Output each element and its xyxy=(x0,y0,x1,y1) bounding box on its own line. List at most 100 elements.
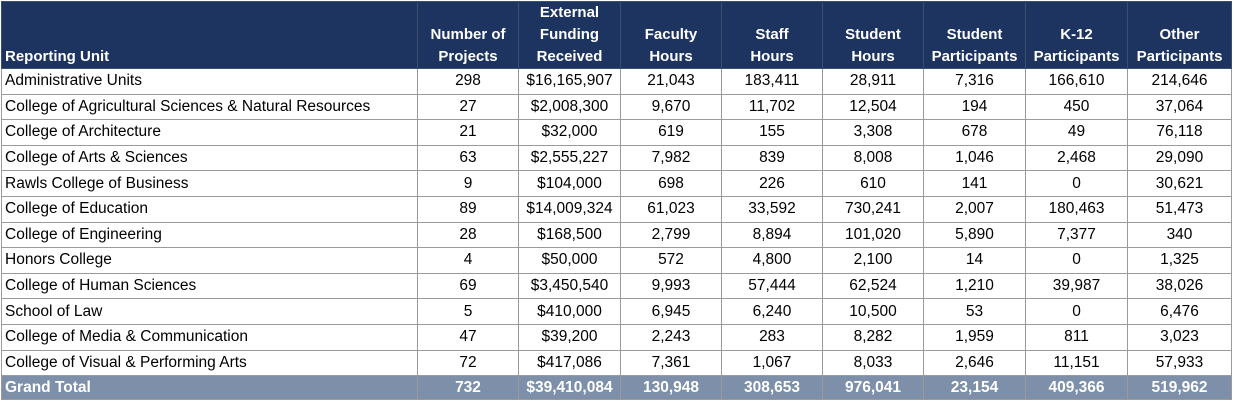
cell-projects: 4 xyxy=(417,247,519,274)
table-row: College of Media & Communication 47 $39,… xyxy=(1,323,1232,351)
cell-projects: 63 xyxy=(417,144,519,172)
cell-student-participants: 1,210 xyxy=(923,272,1026,300)
cell-faculty-hours: 21,043 xyxy=(620,68,722,95)
cell-other-participants: 51,473 xyxy=(1127,195,1232,223)
cell-faculty-hours: 2,243 xyxy=(620,323,722,351)
cell-student-hours: 28,911 xyxy=(822,68,924,95)
cell-reporting-unit: Honors College xyxy=(1,247,418,274)
cell-other-participants: 214,646 xyxy=(1127,68,1232,95)
cell-reporting-unit: College of Arts & Sciences xyxy=(1,144,418,172)
cell-k12-participants: 0 xyxy=(1025,247,1128,274)
cell-reporting-unit: Administrative Units xyxy=(1,68,418,95)
cell-funding: $2,008,300 xyxy=(518,93,621,121)
cell-student-hours: 2,100 xyxy=(822,247,924,274)
cell-projects: 298 xyxy=(417,68,519,95)
cell-k12-participants: 180,463 xyxy=(1025,195,1128,223)
cell-reporting-unit: School of Law xyxy=(1,298,418,325)
cell-other-participants: 6,476 xyxy=(1127,298,1232,325)
table-row: Honors College 4 $50,000 572 4,800 2,100… xyxy=(1,247,1232,274)
cell-k12-participants: 49 xyxy=(1025,119,1128,146)
cell-funding: $32,000 xyxy=(518,119,621,146)
cell-student-participants: 1,959 xyxy=(923,323,1026,351)
col-header-reporting-unit: Reporting Unit xyxy=(1,1,418,69)
cell-faculty-hours: 2,799 xyxy=(620,221,722,249)
cell-reporting-unit: College of Media & Communication xyxy=(1,323,418,351)
cell-projects: 89 xyxy=(417,195,519,223)
cell-projects: 72 xyxy=(417,349,519,377)
cell-student-hours: 610 xyxy=(822,170,924,197)
table-row: College of Education 89 $14,009,324 61,0… xyxy=(1,195,1232,223)
cell-reporting-unit: College of Education xyxy=(1,195,418,223)
cell-staff-hours: 8,894 xyxy=(721,221,823,249)
cell-faculty-hours: 619 xyxy=(620,119,722,146)
cell-funding: $104,000 xyxy=(518,170,621,197)
total-k12-participants: 409,366 xyxy=(1025,375,1128,401)
col-header-k12-participants: K-12 Participants xyxy=(1025,1,1128,69)
cell-k12-participants: 811 xyxy=(1025,323,1128,351)
cell-funding: $3,450,540 xyxy=(518,272,621,300)
cell-reporting-unit: College of Agricultural Sciences & Natur… xyxy=(1,93,418,121)
cell-student-hours: 12,504 xyxy=(822,93,924,121)
total-funding: $39,410,084 xyxy=(518,375,621,401)
cell-funding: $50,000 xyxy=(518,247,621,274)
cell-staff-hours: 1,067 xyxy=(721,349,823,377)
table-body: Administrative Units 298 $16,165,907 21,… xyxy=(1,68,1232,401)
table-row: College of Architecture 21 $32,000 619 1… xyxy=(1,119,1232,146)
cell-reporting-unit: College of Visual & Performing Arts xyxy=(1,349,418,377)
cell-projects: 47 xyxy=(417,323,519,351)
col-header-student-participants: Student Participants xyxy=(923,1,1026,69)
col-header-external-funding: External Funding Received xyxy=(518,1,621,69)
cell-k12-participants: 450 xyxy=(1025,93,1128,121)
cell-projects: 69 xyxy=(417,272,519,300)
cell-other-participants: 37,064 xyxy=(1127,93,1232,121)
cell-staff-hours: 226 xyxy=(721,170,823,197)
cell-funding: $16,165,907 xyxy=(518,68,621,95)
cell-staff-hours: 6,240 xyxy=(721,298,823,325)
cell-student-hours: 3,308 xyxy=(822,119,924,146)
total-projects: 732 xyxy=(417,375,519,401)
cell-other-participants: 29,090 xyxy=(1127,144,1232,172)
cell-student-hours: 8,008 xyxy=(822,144,924,172)
cell-projects: 27 xyxy=(417,93,519,121)
cell-reporting-unit: College of Human Sciences xyxy=(1,272,418,300)
cell-k12-participants: 0 xyxy=(1025,298,1128,325)
cell-faculty-hours: 6,945 xyxy=(620,298,722,325)
col-header-faculty-hours: Faculty Hours xyxy=(620,1,722,69)
cell-staff-hours: 283 xyxy=(721,323,823,351)
cell-projects: 5 xyxy=(417,298,519,325)
cell-faculty-hours: 9,670 xyxy=(620,93,722,121)
cell-staff-hours: 57,444 xyxy=(721,272,823,300)
col-header-staff-hours: Staff Hours xyxy=(721,1,823,69)
cell-student-hours: 62,524 xyxy=(822,272,924,300)
total-faculty-hours: 130,948 xyxy=(620,375,722,401)
cell-funding: $168,500 xyxy=(518,221,621,249)
table-row: College of Engineering 28 $168,500 2,799… xyxy=(1,221,1232,249)
cell-staff-hours: 11,702 xyxy=(721,93,823,121)
cell-k12-participants: 11,151 xyxy=(1025,349,1128,377)
cell-k12-participants: 2,468 xyxy=(1025,144,1128,172)
cell-reporting-unit: College of Architecture xyxy=(1,119,418,146)
table-row: College of Arts & Sciences 63 $2,555,227… xyxy=(1,144,1232,172)
total-student-participants: 23,154 xyxy=(923,375,1026,401)
table-row: Rawls College of Business 9 $104,000 698… xyxy=(1,170,1232,197)
cell-student-participants: 7,316 xyxy=(923,68,1026,95)
cell-student-participants: 2,007 xyxy=(923,195,1026,223)
cell-faculty-hours: 572 xyxy=(620,247,722,274)
cell-k12-participants: 7,377 xyxy=(1025,221,1128,249)
cell-student-hours: 730,241 xyxy=(822,195,924,223)
cell-student-participants: 53 xyxy=(923,298,1026,325)
cell-faculty-hours: 61,023 xyxy=(620,195,722,223)
cell-other-participants: 1,325 xyxy=(1127,247,1232,274)
total-student-hours: 976,041 xyxy=(822,375,924,401)
cell-projects: 9 xyxy=(417,170,519,197)
cell-student-participants: 194 xyxy=(923,93,1026,121)
cell-funding: $410,000 xyxy=(518,298,621,325)
cell-reporting-unit: College of Engineering xyxy=(1,221,418,249)
cell-funding: $39,200 xyxy=(518,323,621,351)
cell-other-participants: 57,933 xyxy=(1127,349,1232,377)
col-header-number-of-projects: Number of Projects xyxy=(417,1,519,69)
cell-other-participants: 30,621 xyxy=(1127,170,1232,197)
cell-student-participants: 5,890 xyxy=(923,221,1026,249)
cell-faculty-hours: 698 xyxy=(620,170,722,197)
